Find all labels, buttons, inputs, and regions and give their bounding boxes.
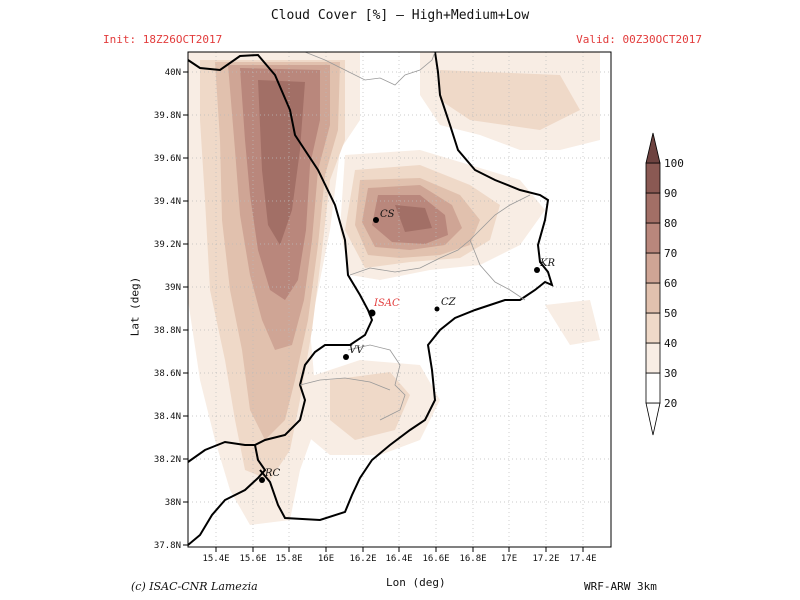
x-tick-label: 16.2E [349, 554, 376, 564]
x-tick-label: 17E [501, 554, 517, 564]
x-tick-label: 15.8E [275, 554, 302, 564]
grid [188, 52, 611, 547]
city-markers: CS KR ISAC CZ VV RC [259, 209, 555, 483]
city-marker-isac [368, 309, 376, 317]
y-tick-label: 38.4N [154, 412, 181, 422]
valid-time: Valid: 00Z30OCT2017 [576, 33, 702, 46]
colorbar-label: 90 [664, 187, 677, 200]
init-time: Init: 18Z26OCT2017 [103, 33, 223, 46]
colorbar-label: 100 [664, 157, 684, 170]
colorbar-label: 70 [664, 247, 677, 260]
city-marker-vv [343, 354, 349, 360]
model-label: WRF-ARW 3km [584, 580, 657, 593]
colorbar-bin [645, 282, 661, 314]
y-tick-label: 39.4N [154, 197, 181, 207]
colorbar-bin [645, 252, 661, 284]
colorbar-label: 60 [664, 277, 677, 290]
credit-text: (c) ISAC-CNR Lamezia [131, 580, 258, 593]
map-title: Cloud Cover [%] — High+Medium+Low [270, 8, 530, 23]
x-tick-label: 17.4E [569, 554, 596, 564]
y-tick-label: 39.6N [154, 154, 181, 164]
axis-tick-marks [183, 71, 584, 552]
city-label-cz: CZ [441, 297, 457, 308]
x-tick-label: 16.6E [422, 554, 449, 564]
x-axis-label: Lon (deg) [386, 576, 446, 589]
city-label-vv: VV [349, 345, 365, 356]
y-tick-label: 38N [165, 498, 181, 508]
city-label-rc: RC [264, 468, 281, 479]
coastline [188, 52, 554, 546]
x-tick-label: 15.4E [202, 554, 229, 564]
y-tick-label: 39.2N [154, 240, 181, 250]
x-tick-label: 16E [318, 554, 334, 564]
y-tick-label: 39N [165, 283, 181, 293]
colorbar-label: 20 [664, 397, 677, 410]
colorbar-label: 40 [664, 337, 677, 350]
colorbar: 20 30 40 50 60 70 80 90 100 [645, 132, 684, 436]
y-tick-label: 40N [165, 68, 181, 78]
colorbar-bin [645, 192, 661, 224]
city-label-kr: KR [539, 258, 555, 269]
colorbar-bottom-arrow [645, 402, 661, 436]
colorbar-bin [645, 312, 661, 344]
colorbar-bin [645, 342, 661, 374]
colorbar-label: 80 [664, 217, 677, 230]
city-marker-cs [373, 217, 379, 223]
x-tick-label: 15.6E [239, 554, 266, 564]
colorbar-top-arrow [645, 132, 661, 164]
colorbar-label: 30 [664, 367, 677, 380]
y-axis-label: Lat (deg) [128, 276, 142, 337]
x-tick-label: 16.4E [385, 554, 412, 564]
y-tick-label: 39.8N [154, 111, 181, 121]
city-label-isac: ISAC [373, 298, 400, 309]
city-label-cs: CS [380, 209, 395, 220]
colorbar-bin [645, 372, 661, 404]
x-tick-label: 17.2E [532, 554, 559, 564]
city-marker-kr [534, 267, 540, 273]
city-marker-cz [434, 306, 440, 312]
city-marker-rc [259, 477, 265, 483]
y-tick-label: 38.8N [154, 326, 181, 336]
colorbar-bin [645, 222, 661, 254]
y-tick-label: 37.8N [154, 541, 181, 551]
colorbar-bin [645, 162, 661, 194]
colorbar-label: 50 [664, 307, 677, 320]
y-tick-label: 38.6N [154, 369, 181, 379]
y-tick-label: 38.2N [154, 455, 181, 465]
x-tick-label: 16.8E [459, 554, 486, 564]
